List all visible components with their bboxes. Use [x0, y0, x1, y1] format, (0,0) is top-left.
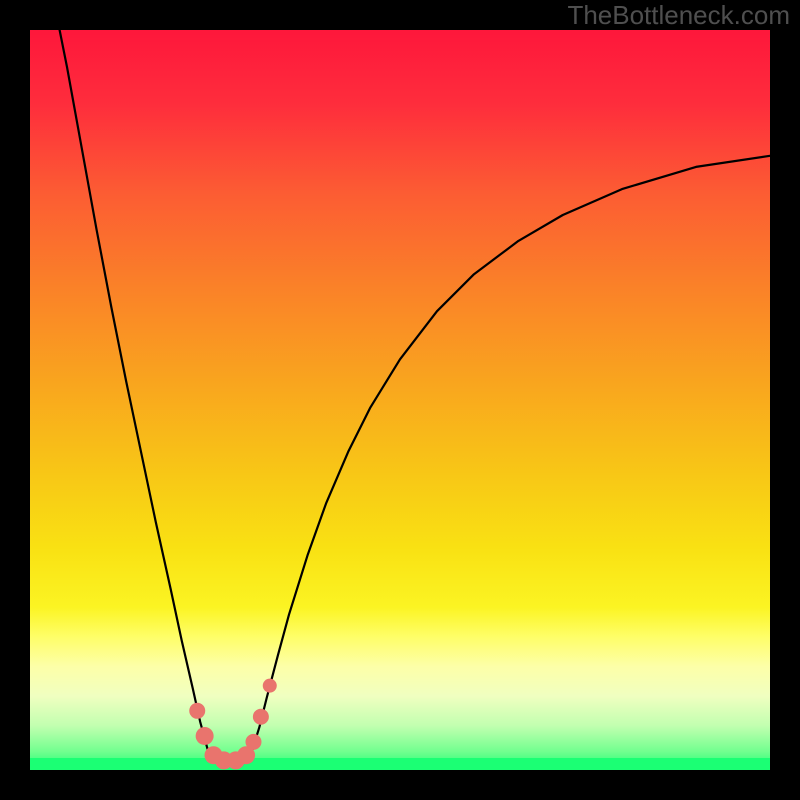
plot-area	[30, 30, 770, 770]
bottom-green-bar	[30, 758, 770, 770]
chart-frame: TheBottleneck.com	[0, 0, 800, 800]
watermark-text: TheBottleneck.com	[567, 0, 790, 31]
gradient-background	[30, 30, 770, 770]
